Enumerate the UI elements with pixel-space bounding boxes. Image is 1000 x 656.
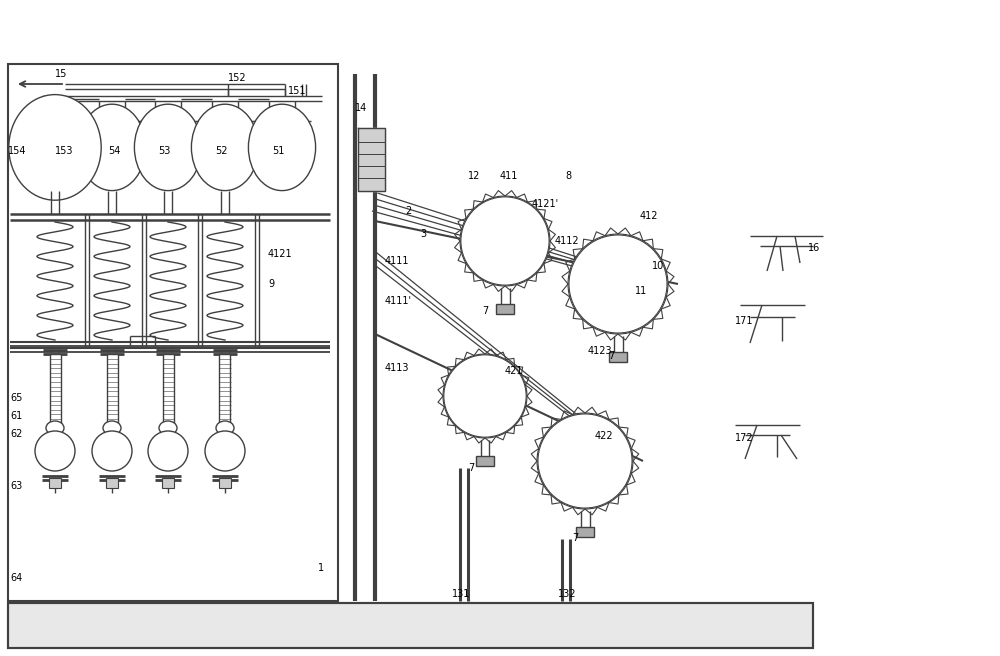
Text: 12: 12 <box>468 171 480 181</box>
Text: 54: 54 <box>108 146 120 156</box>
Circle shape <box>205 431 245 471</box>
Text: 53: 53 <box>158 146 170 156</box>
Circle shape <box>538 414 632 508</box>
Text: 154: 154 <box>8 146 26 156</box>
Text: 172: 172 <box>735 433 754 443</box>
Circle shape <box>35 431 75 471</box>
Circle shape <box>460 196 550 286</box>
Text: 14: 14 <box>355 103 367 113</box>
Circle shape <box>444 355 526 437</box>
Bar <box>576 527 594 537</box>
Text: 422: 422 <box>595 431 614 441</box>
Text: 4121: 4121 <box>268 249 293 259</box>
Text: 7: 7 <box>572 533 578 543</box>
Text: 4111': 4111' <box>385 296 412 306</box>
Ellipse shape <box>159 421 177 435</box>
Text: 15: 15 <box>55 69 67 79</box>
Ellipse shape <box>216 421 234 435</box>
Ellipse shape <box>46 421 64 435</box>
Text: 153: 153 <box>55 146 74 156</box>
Text: 64: 64 <box>10 573 22 583</box>
Bar <box>107 354 118 424</box>
Text: 3: 3 <box>420 229 426 239</box>
Ellipse shape <box>103 421 121 435</box>
Ellipse shape <box>191 104 259 191</box>
Text: 7: 7 <box>482 306 488 316</box>
Text: 131: 131 <box>452 589 470 599</box>
Circle shape <box>568 234 668 334</box>
Text: 421: 421 <box>505 366 524 376</box>
Text: 151: 151 <box>288 86 306 96</box>
Text: 63: 63 <box>10 481 22 491</box>
Text: 4111: 4111 <box>385 256 410 266</box>
Circle shape <box>537 413 633 509</box>
Text: 11: 11 <box>635 286 647 296</box>
Polygon shape <box>358 128 385 191</box>
Bar <box>106 478 118 488</box>
Bar <box>162 478 174 488</box>
Bar <box>476 456 494 466</box>
Text: 61: 61 <box>10 411 22 421</box>
Bar <box>496 304 514 314</box>
Bar <box>8 64 338 601</box>
Bar <box>219 478 231 488</box>
Text: 7: 7 <box>468 463 474 473</box>
Bar <box>219 354 230 424</box>
Circle shape <box>443 354 527 438</box>
Text: 152: 152 <box>228 73 247 83</box>
Text: 412: 412 <box>640 211 658 221</box>
Text: 411: 411 <box>500 171 518 181</box>
Ellipse shape <box>248 104 316 191</box>
Bar <box>162 354 174 424</box>
Bar <box>50 354 61 424</box>
Circle shape <box>148 431 188 471</box>
Bar <box>8 603 813 648</box>
Circle shape <box>92 431 132 471</box>
Ellipse shape <box>9 94 101 200</box>
Text: 10: 10 <box>652 261 664 271</box>
Text: 171: 171 <box>735 316 754 326</box>
Bar <box>49 478 61 488</box>
Text: 16: 16 <box>808 243 820 253</box>
Text: 51: 51 <box>272 146 284 156</box>
Text: 52: 52 <box>215 146 228 156</box>
Text: 4121': 4121' <box>532 199 559 209</box>
Ellipse shape <box>78 104 146 191</box>
Text: 2: 2 <box>405 206 411 216</box>
Text: 65: 65 <box>10 393 22 403</box>
Ellipse shape <box>134 104 202 191</box>
Circle shape <box>569 235 667 333</box>
Text: 4123: 4123 <box>588 346 613 356</box>
Text: 4113: 4113 <box>385 363 410 373</box>
Bar <box>8 603 813 648</box>
Text: 1: 1 <box>318 563 324 573</box>
Text: 132: 132 <box>558 589 576 599</box>
Text: 8: 8 <box>565 171 571 181</box>
Bar <box>609 352 627 362</box>
Circle shape <box>461 197 549 285</box>
Text: 4112: 4112 <box>555 236 580 246</box>
Text: 9: 9 <box>268 279 274 289</box>
Text: 7: 7 <box>608 351 614 361</box>
Ellipse shape <box>21 104 89 191</box>
Text: 62: 62 <box>10 429 22 439</box>
